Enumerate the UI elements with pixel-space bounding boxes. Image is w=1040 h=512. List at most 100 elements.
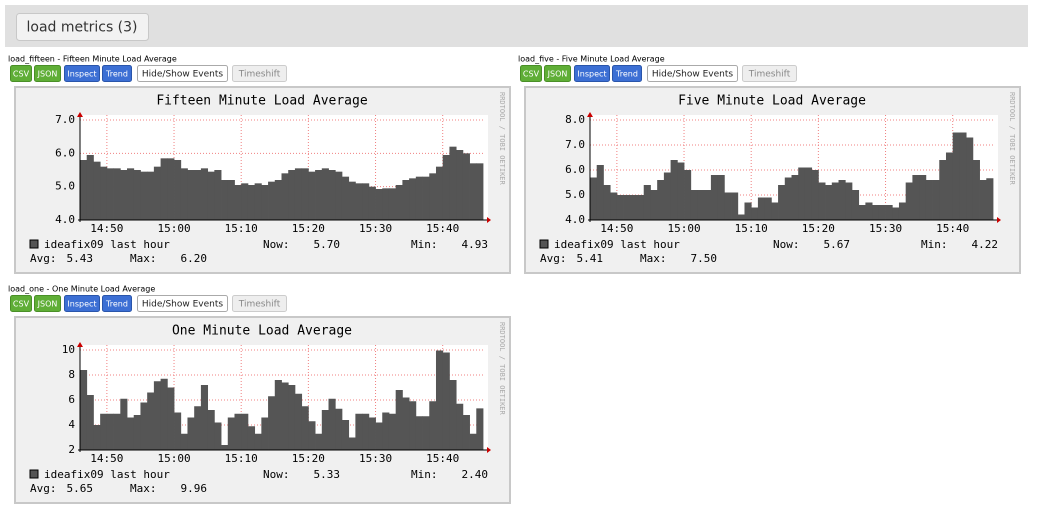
button[interactable] (102, 65, 132, 82)
area-step (281, 382, 289, 450)
area-step (315, 170, 323, 220)
area-step (845, 182, 853, 220)
x-tick-label: 15:30 (359, 222, 392, 235)
area-step (462, 153, 470, 220)
area-step (153, 166, 161, 220)
area-step (194, 406, 202, 450)
area-step (456, 403, 464, 450)
stat-value: 5.70 (314, 238, 341, 251)
area-step (214, 422, 222, 450)
area-step (321, 168, 329, 220)
area-step (294, 393, 303, 450)
area-step (127, 168, 135, 220)
button[interactable] (232, 295, 287, 312)
y-tick-label: 8 (68, 368, 75, 381)
area-step (355, 183, 363, 220)
button[interactable] (574, 65, 610, 82)
button-label[interactable]: JSON (37, 70, 58, 79)
button-label[interactable]: Inspect (577, 70, 606, 79)
area-step (831, 182, 839, 220)
y-tick-label: 6.0 (55, 146, 75, 159)
area-step (979, 180, 987, 220)
button[interactable] (544, 65, 571, 82)
button-label[interactable]: CSV (13, 300, 30, 309)
area-step (274, 180, 282, 220)
area-step (684, 170, 692, 220)
area-step (764, 197, 772, 220)
button-label[interactable]: JSON (37, 300, 58, 309)
stat-value: 5.43 (67, 252, 94, 265)
button[interactable] (10, 65, 32, 82)
header-title[interactable]: load metrics (3) (26, 20, 137, 36)
button-label[interactable]: Hide/Show Events (142, 70, 223, 80)
area-step (986, 178, 994, 220)
area-step (456, 150, 464, 220)
area-step (227, 180, 235, 220)
button[interactable] (647, 65, 738, 82)
area-step (623, 195, 631, 220)
area-step (442, 155, 450, 220)
area-step (838, 180, 846, 220)
button-label[interactable]: Trend (105, 70, 128, 79)
area-step (355, 413, 363, 450)
y-tick-label: 2 (68, 443, 75, 456)
y-tick-label: 6.0 (565, 163, 585, 176)
area-step (603, 185, 611, 220)
area-step (872, 205, 880, 220)
button-label[interactable]: Trend (615, 70, 638, 79)
header-button[interactable] (16, 13, 149, 41)
button-label[interactable]: JSON (547, 70, 568, 79)
area-step (442, 352, 450, 450)
x-tick-label: 15:30 (359, 452, 392, 465)
area-step (341, 420, 350, 450)
button-label[interactable]: Timeshift (748, 70, 791, 80)
area-step (382, 412, 390, 450)
button-label[interactable]: Hide/Show Events (652, 70, 733, 80)
button-label[interactable]: CSV (13, 70, 30, 79)
button[interactable] (10, 295, 32, 312)
watermark: RRDTOOL / TOBI OETIKER (498, 322, 506, 416)
button[interactable] (520, 65, 542, 82)
button[interactable] (34, 295, 61, 312)
area-step (140, 171, 148, 220)
button-label[interactable]: Timeshift (238, 300, 281, 310)
button[interactable] (137, 295, 228, 312)
area-step (187, 170, 195, 220)
stat-value: 5.67 (824, 238, 851, 251)
area-step (697, 190, 705, 220)
stat-label: Max: (130, 252, 157, 265)
area-step (174, 160, 182, 220)
axis-arrow (77, 112, 83, 117)
button-label[interactable]: CSV (523, 70, 540, 79)
button-label[interactable]: Timeshift (238, 70, 281, 80)
button[interactable] (612, 65, 642, 82)
button[interactable] (64, 295, 100, 312)
area-step (677, 162, 685, 220)
area-step (952, 132, 960, 220)
area-step (227, 417, 235, 450)
area-step (919, 175, 927, 220)
graph-caption: load_five - Five Minute Load Average (518, 55, 665, 64)
button-label[interactable]: Hide/Show Events (142, 300, 223, 310)
button[interactable] (102, 295, 132, 312)
button-label[interactable]: Inspect (67, 300, 96, 309)
button-label[interactable]: Inspect (67, 70, 96, 79)
area-step (429, 401, 437, 450)
button-label[interactable]: Trend (105, 300, 128, 309)
area-step (898, 202, 907, 220)
button[interactable] (232, 65, 287, 82)
stat-value: 6.20 (181, 252, 208, 265)
button[interactable] (64, 65, 100, 82)
area-step (402, 180, 410, 220)
button[interactable] (742, 65, 797, 82)
area-step (133, 170, 141, 220)
button[interactable] (34, 65, 61, 82)
button[interactable] (137, 65, 228, 82)
y-tick-label: 8.0 (565, 113, 585, 126)
watermark: RRDTOOL / TOBI OETIKER (498, 92, 506, 186)
legend-label: ideafix09 last hour (554, 238, 680, 251)
area-step (153, 381, 161, 450)
x-tick-label: 15:10 (225, 452, 258, 465)
area-step (140, 402, 148, 450)
